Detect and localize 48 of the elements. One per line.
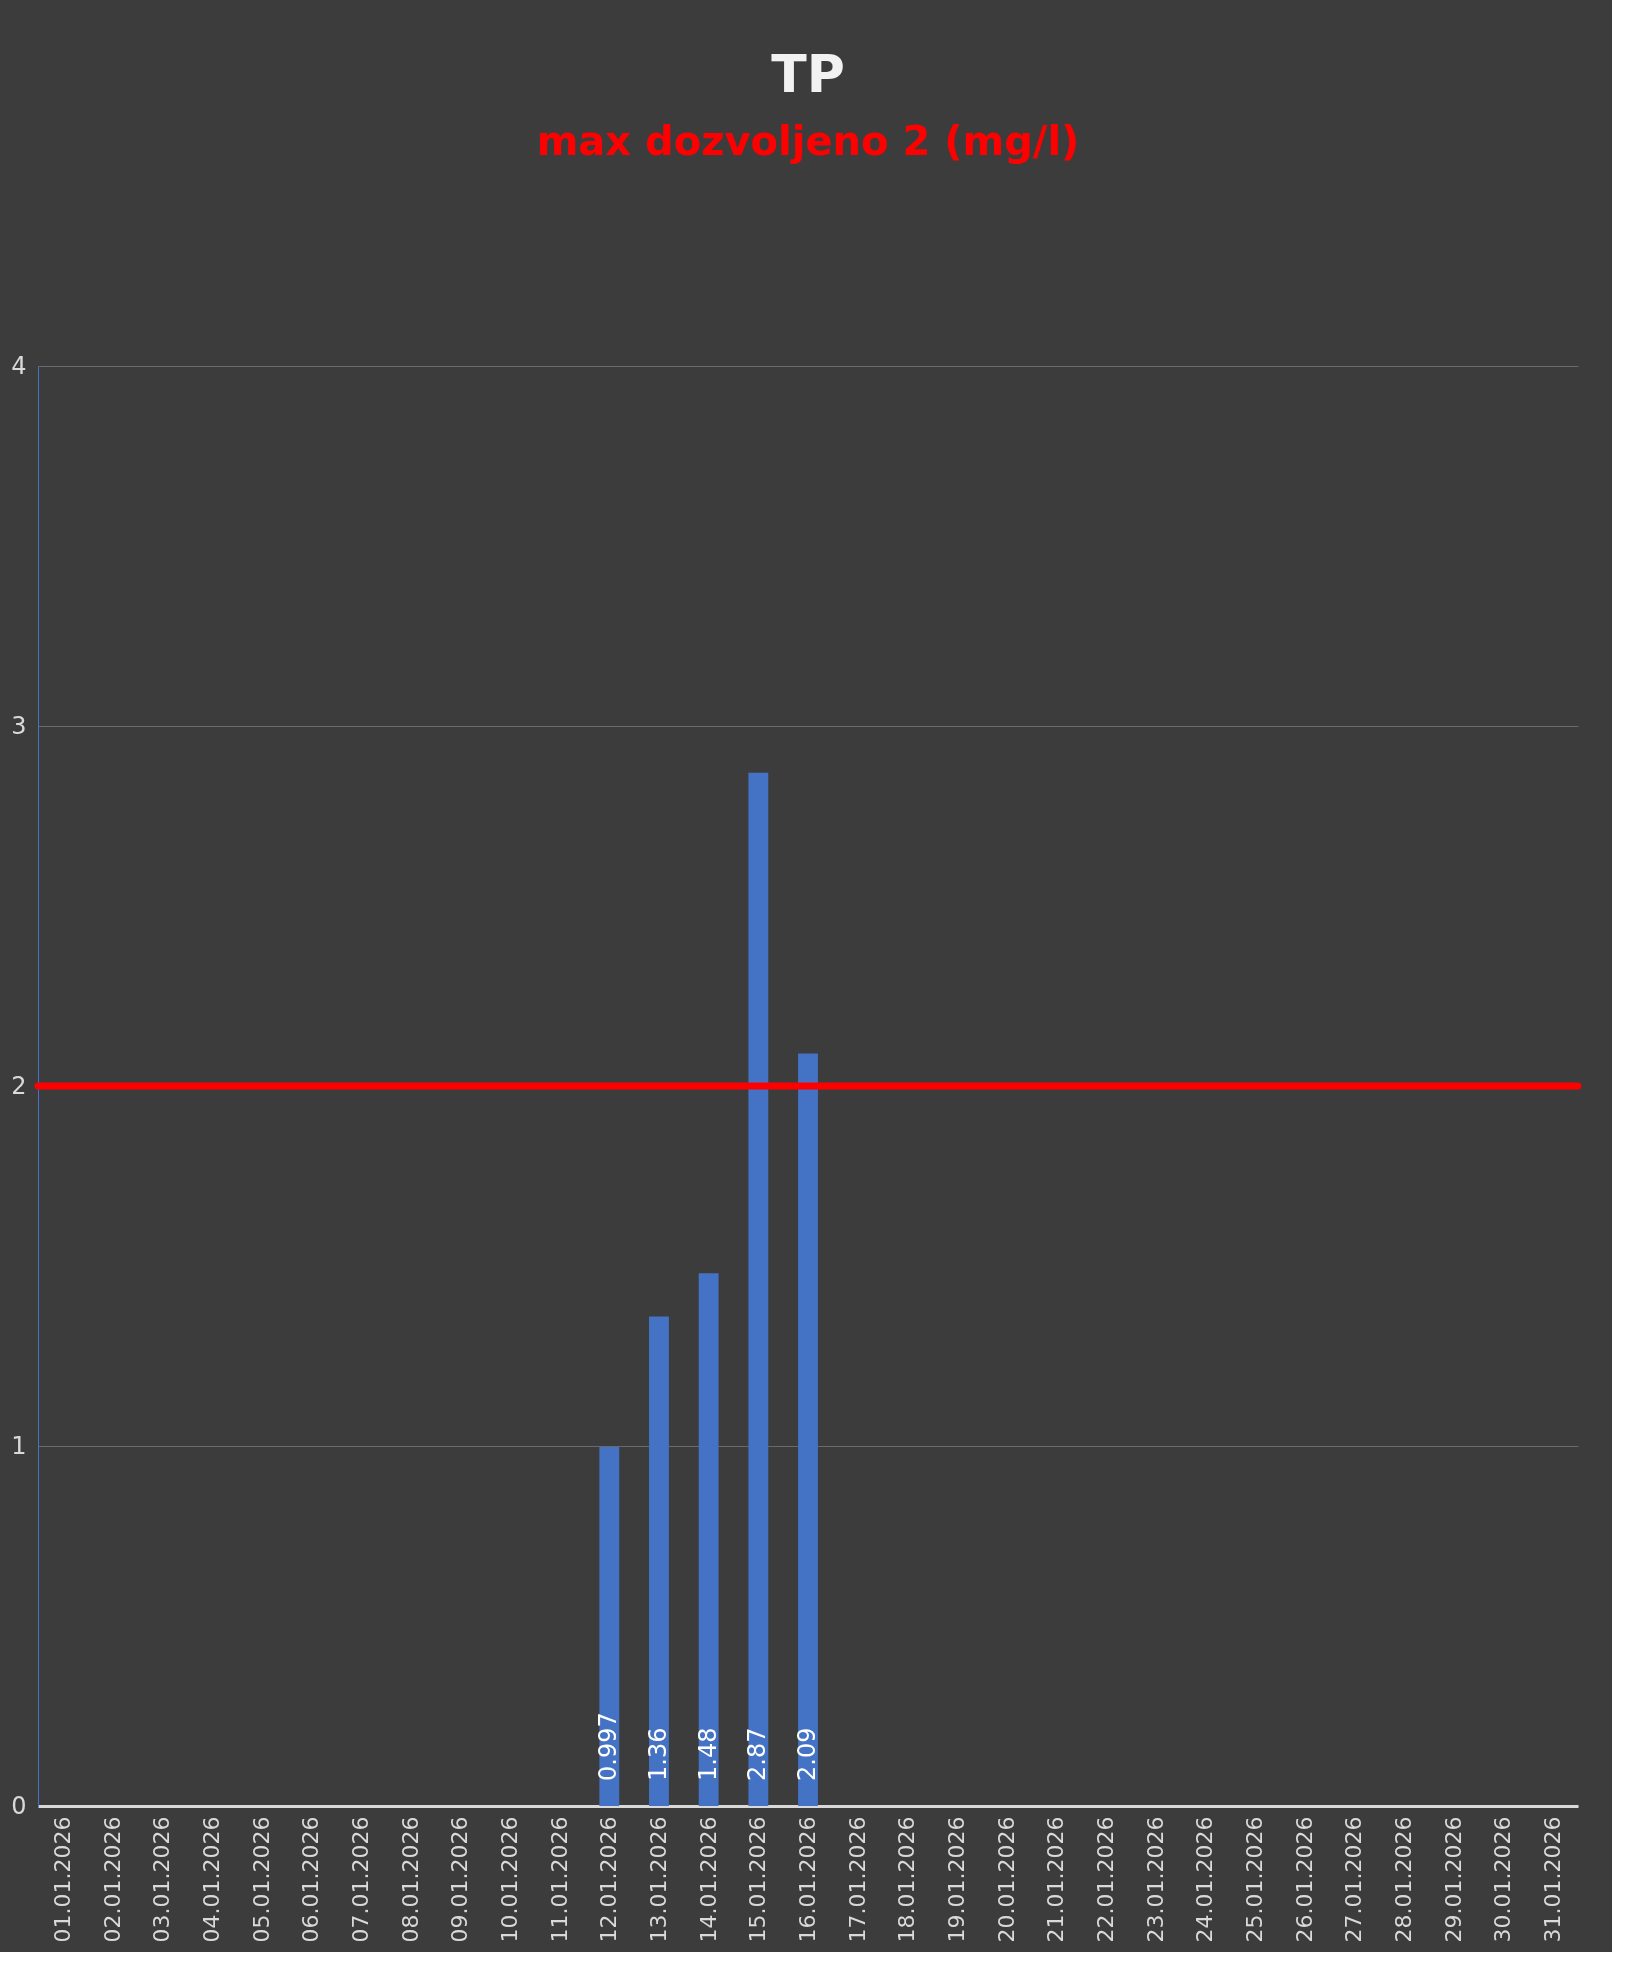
- x-tick-label: 08.01.2026: [397, 1816, 423, 1943]
- x-tick-label: 27.01.2026: [1341, 1816, 1367, 1943]
- x-tick-label: 06.01.2026: [298, 1816, 324, 1943]
- bar: [698, 1273, 719, 1806]
- x-tick-label: 24.01.2026: [1192, 1816, 1218, 1943]
- x-tick-label: 13.01.2026: [645, 1816, 671, 1943]
- data-label: 2.87: [743, 1727, 772, 1781]
- x-tick-label: 15.01.2026: [745, 1816, 771, 1943]
- chart-title: TP: [771, 44, 845, 104]
- y-tick-label: 1: [11, 1431, 27, 1460]
- x-tick-label: 07.01.2026: [347, 1816, 373, 1943]
- x-tick-label: 01.01.2026: [49, 1816, 75, 1943]
- x-tick-label: 16.01.2026: [795, 1816, 820, 1943]
- x-tick-label: 10.01.2026: [496, 1816, 522, 1943]
- data-label: 1.48: [693, 1727, 722, 1781]
- x-tick-label: 28.01.2026: [1391, 1816, 1417, 1943]
- x-tick-label: 23.01.2026: [1142, 1816, 1168, 1943]
- data-label: 2.09: [793, 1727, 821, 1781]
- bar: [649, 1316, 669, 1806]
- bar: [748, 772, 769, 1806]
- x-tick-label: 21.01.2026: [1043, 1816, 1069, 1943]
- x-tick-label: 31.01.2026: [1540, 1816, 1566, 1943]
- data-label: 0.997: [594, 1712, 623, 1781]
- x-tick-label: 11.01.2026: [546, 1816, 572, 1943]
- x-tick-label: 03.01.2026: [149, 1816, 175, 1943]
- x-tick-label: 14.01.2026: [695, 1816, 721, 1943]
- bar: [599, 1447, 620, 1806]
- x-tick-label: 22.01.2026: [1093, 1816, 1119, 1943]
- x-tick-label: 20.01.2026: [993, 1816, 1019, 1943]
- x-tick-label: 09.01.2026: [447, 1816, 473, 1943]
- y-tick-label: 0: [11, 1791, 27, 1820]
- data-label: 1.36: [643, 1727, 672, 1781]
- y-tick-label: 2: [11, 1071, 27, 1100]
- x-tick-label: 17.01.2026: [844, 1816, 870, 1943]
- x-tick-label: 26.01.2026: [1291, 1816, 1317, 1943]
- x-tick-label: 25.01.2026: [1242, 1816, 1268, 1943]
- y-tick-label: 3: [11, 711, 27, 740]
- x-tick-label: 30.01.2026: [1490, 1816, 1516, 1943]
- x-tick-label: 19.01.2026: [944, 1816, 970, 1943]
- bar: [798, 1053, 818, 1806]
- x-tick-label: 29.01.2026: [1440, 1816, 1466, 1943]
- x-tick-label: 05.01.2026: [248, 1816, 274, 1943]
- x-tick-label: 18.01.2026: [894, 1816, 920, 1943]
- y-tick-label: 4: [11, 351, 27, 380]
- x-tick-label: 02.01.2026: [99, 1816, 125, 1943]
- chart-subtitle: max dozvoljeno 2 (mg/l): [536, 118, 1080, 164]
- x-tick-label: 12.01.2026: [596, 1816, 622, 1943]
- x-tick-label: 04.01.2026: [198, 1816, 224, 1943]
